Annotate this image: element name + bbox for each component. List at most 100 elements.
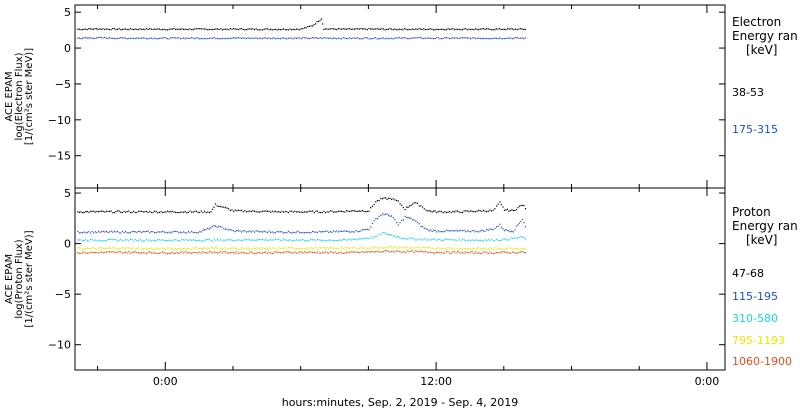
proton-data-point — [249, 251, 251, 253]
proton-data-point — [437, 251, 439, 253]
electron-data-point — [405, 28, 407, 30]
proton-data-point — [424, 238, 427, 240]
proton-data-point — [523, 236, 525, 238]
proton-data-point — [347, 247, 349, 249]
proton-data-point — [124, 231, 127, 233]
electron-data-point — [112, 37, 114, 40]
proton-data-point — [195, 247, 198, 249]
proton-data-point — [253, 210, 256, 212]
proton-data-point — [458, 248, 460, 250]
proton-data-point — [102, 230, 104, 232]
proton-data-point — [253, 231, 256, 233]
proton-data-point — [110, 230, 112, 232]
proton-data-point — [352, 238, 354, 240]
proton-data-point — [281, 239, 283, 242]
electron-data-point — [400, 28, 402, 31]
proton-data-point — [88, 231, 90, 233]
proton-data-point — [241, 231, 243, 233]
proton-data-point — [415, 247, 417, 249]
proton-data-point — [86, 252, 88, 254]
proton-data-point — [257, 252, 259, 254]
proton-data-point — [300, 251, 302, 253]
proton-data-point — [474, 239, 477, 241]
proton-data-point — [478, 239, 480, 242]
proton-data-point — [429, 247, 431, 249]
proton-data-point — [307, 247, 309, 249]
proton-data-point — [386, 246, 388, 248]
proton-data-point — [302, 248, 304, 250]
proton-data-point — [145, 230, 148, 232]
proton-data-point — [360, 251, 362, 253]
proton-data-point — [231, 251, 233, 253]
proton-data-point — [189, 252, 191, 254]
electron-data-point — [305, 37, 307, 39]
electron-data-point — [316, 37, 319, 39]
proton-data-point — [101, 231, 103, 233]
proton-legend-entry: 310-580 — [732, 312, 778, 325]
proton-data-point — [316, 238, 319, 240]
proton-data-point — [316, 248, 319, 250]
proton-data-point — [210, 251, 212, 253]
electron-data-point — [387, 37, 389, 39]
proton-data-point — [153, 252, 156, 254]
proton-data-point — [202, 251, 204, 253]
proton-data-point — [344, 211, 346, 213]
proton-data-point — [328, 231, 330, 233]
proton-data-point — [139, 252, 141, 255]
proton-data-point — [208, 239, 211, 241]
proton-data-point — [158, 248, 161, 250]
proton-data-point — [440, 251, 443, 253]
proton-data-point — [273, 211, 275, 213]
electron-data-point — [340, 28, 343, 30]
proton-data-point — [271, 247, 273, 249]
x-tick-label: 0:00 — [695, 375, 720, 388]
proton-data-point — [337, 239, 339, 241]
proton-data-point — [313, 247, 315, 249]
proton-data-point — [452, 210, 454, 213]
proton-data-point — [387, 214, 390, 216]
electron-data-point — [461, 29, 464, 31]
proton-data-point — [191, 230, 193, 232]
proton-data-point — [473, 239, 475, 242]
proton-data-point — [116, 230, 119, 233]
electron-data-point — [419, 37, 422, 39]
electron-data-point — [331, 38, 333, 40]
proton-data-point — [352, 210, 354, 212]
proton-data-point — [423, 251, 425, 253]
electron-data-point — [262, 37, 264, 40]
proton-data-point — [442, 212, 444, 214]
electron-data-point — [303, 27, 306, 29]
proton-data-point — [434, 252, 436, 254]
proton-data-point — [170, 232, 172, 234]
proton-data-point — [128, 247, 130, 249]
proton-data-point — [503, 238, 506, 240]
proton-data-point — [332, 239, 335, 241]
proton-data-point — [299, 239, 301, 241]
electron-data-point — [302, 37, 304, 39]
proton-data-point — [510, 247, 512, 249]
proton-data-point — [407, 246, 409, 248]
electron-data-point — [418, 36, 420, 39]
proton-data-point — [232, 252, 235, 254]
proton-data-point — [373, 204, 375, 206]
proton-data-point — [292, 247, 294, 249]
electron-data-point — [197, 37, 199, 39]
proton-data-point — [234, 247, 236, 249]
proton-data-point — [436, 248, 438, 250]
proton-data-point — [465, 210, 467, 212]
proton-data-point — [174, 230, 177, 232]
electron-data-point — [258, 29, 260, 31]
electron-data-point — [494, 29, 496, 31]
electron-data-point — [519, 37, 522, 39]
electron-data-point — [400, 37, 402, 40]
electron-data-point — [258, 37, 260, 39]
proton-data-point — [210, 227, 212, 229]
proton-data-point — [191, 211, 193, 213]
electron-data-point — [466, 37, 468, 39]
proton-data-point — [289, 251, 291, 253]
proton-data-point — [220, 248, 222, 250]
electron-data-point — [194, 38, 196, 40]
proton-data-point — [524, 208, 527, 210]
proton-data-point — [200, 240, 202, 242]
proton-data-point — [507, 251, 509, 254]
